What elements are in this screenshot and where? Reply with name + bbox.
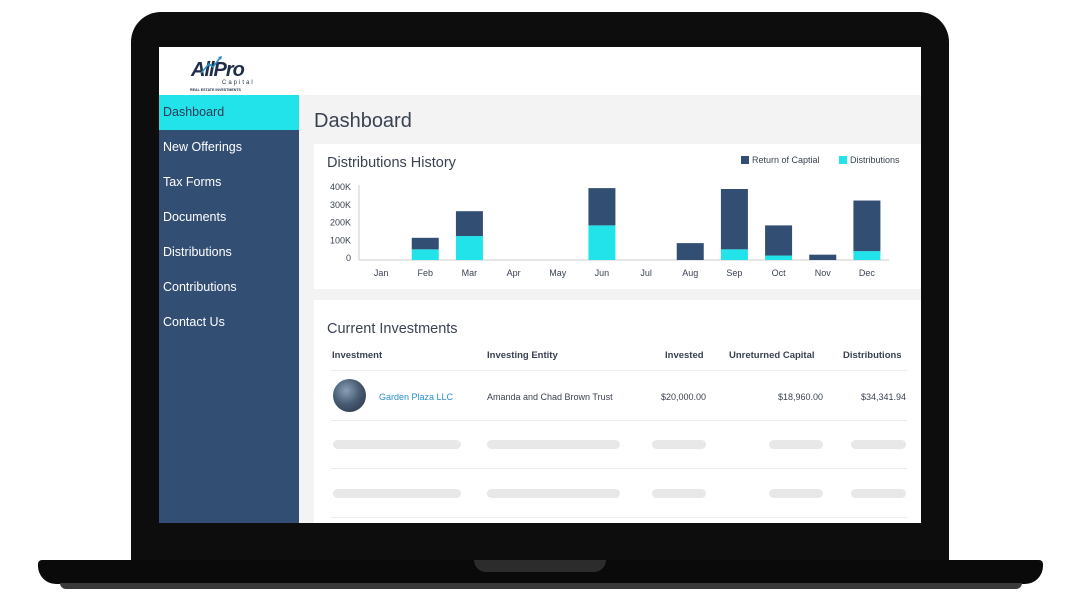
- table-divider: [331, 468, 907, 469]
- x-tick-label: Mar: [462, 268, 478, 278]
- sidebar-item-distributions[interactable]: Distributions: [163, 245, 232, 259]
- distributions-chart: 0 100K 200K 300K 400K Jan Feb Mar Apr May Jun Jul Au…: [330, 182, 889, 278]
- app-screen: AllPro Capital REAL ESTATE INVESTMENTS D…: [159, 47, 921, 523]
- skeleton-placeholder: [333, 489, 461, 498]
- bar-segment-distributions: [720, 249, 748, 260]
- y-tick-label: 400K: [330, 182, 351, 192]
- table-divider: [331, 420, 907, 421]
- laptop-notch: [474, 560, 606, 572]
- sidebar-item-new-offerings[interactable]: New Offerings: [163, 140, 242, 154]
- bar-segment-return-of-capital: [588, 188, 616, 226]
- y-tick-label: 300K: [330, 200, 351, 210]
- page-title: Dashboard: [314, 110, 412, 132]
- bar-segment-distributions: [588, 225, 616, 260]
- x-tick-label: Jan: [374, 268, 389, 278]
- top-bar: AllPro Capital REAL ESTATE INVESTMENTS: [159, 47, 921, 95]
- unreturned-capital-cell: $18,960.00: [778, 392, 824, 402]
- sidebar: Dashboard New Offerings Tax Forms Docume…: [159, 95, 299, 523]
- column-header-unreturned-capital[interactable]: Unreturned Capital: [729, 350, 815, 361]
- distributions-cell: $34,341.94: [861, 392, 907, 402]
- logo-arrow-head-icon: [218, 56, 222, 60]
- allpro-logo[interactable]: AllPro Capital REAL ESTATE INVESTMENTS: [187, 53, 257, 93]
- x-tick-label: May: [549, 268, 567, 278]
- bar-segment-return-of-capital: [455, 211, 483, 237]
- x-tick-label: Nov: [815, 268, 832, 278]
- bar-segment-distributions: [765, 255, 793, 260]
- bar-segment-distributions: [455, 236, 483, 260]
- x-tick-label: Dec: [859, 268, 876, 278]
- column-header-investing-entity[interactable]: Investing Entity: [487, 350, 558, 361]
- skeleton-placeholder: [652, 440, 706, 449]
- column-header-investment[interactable]: Investment: [332, 350, 383, 361]
- investment-link-garden-plaza[interactable]: Garden Plaza LLC: [379, 392, 454, 402]
- table-divider: [331, 370, 907, 371]
- sidebar-item-contact-us[interactable]: Contact Us: [163, 315, 225, 329]
- investing-entity-cell: Amanda and Chad Brown Trust: [487, 392, 613, 402]
- column-header-invested[interactable]: Invested: [665, 350, 704, 361]
- y-tick-label: 100K: [330, 235, 351, 245]
- logo-arrow-icon: [200, 57, 221, 74]
- laptop-base-shadow: [60, 583, 1022, 589]
- legend-return-of-capital: Return of Captial: [741, 155, 820, 165]
- investment-avatar: [333, 379, 366, 412]
- x-tick-label: Feb: [417, 268, 433, 278]
- bar-segment-return-of-capital: [676, 243, 704, 260]
- x-tick-label: Oct: [772, 268, 787, 278]
- x-tick-label: Jul: [640, 268, 652, 278]
- table-divider: [331, 517, 907, 518]
- bar-segment-distributions: [411, 249, 439, 260]
- legend-swatch-distributions: [839, 156, 847, 164]
- sidebar-item-dashboard[interactable]: Dashboard: [159, 95, 299, 130]
- skeleton-placeholder: [851, 489, 906, 498]
- skeleton-placeholder: [769, 489, 823, 498]
- x-tick-label: Aug: [682, 268, 698, 278]
- x-tick-label: Apr: [507, 268, 521, 278]
- skeleton-placeholder: [487, 440, 620, 449]
- x-tick-label: Sep: [726, 268, 742, 278]
- sidebar-item-documents[interactable]: Documents: [163, 210, 227, 224]
- bar-segment-distributions: [853, 251, 881, 260]
- skeleton-placeholder: [333, 440, 461, 449]
- skeleton-placeholder: [769, 440, 823, 449]
- y-tick-label: 0: [346, 253, 351, 263]
- distributions-history-title: Distributions History: [327, 155, 456, 171]
- current-investments-title: Current Investments: [327, 321, 458, 337]
- bar-segment-return-of-capital: [411, 237, 439, 250]
- x-tick-label: Jun: [595, 268, 610, 278]
- legend-return-label: Return of Captial: [752, 155, 820, 165]
- legend-distributions: Distributions: [839, 155, 900, 165]
- bar-segment-return-of-capital: [720, 189, 748, 250]
- logo-tagline: REAL ESTATE INVESTMENTS: [190, 88, 242, 92]
- sidebar-item-tax-forms[interactable]: Tax Forms: [163, 175, 222, 189]
- column-header-distributions[interactable]: Distributions: [843, 350, 902, 361]
- bar-segment-return-of-capital: [765, 225, 793, 256]
- bar-segment-return-of-capital: [809, 254, 837, 260]
- invested-cell: $20,000.00: [661, 392, 707, 402]
- legend-swatch-return: [741, 156, 749, 164]
- logo-sub-text: Capital: [222, 80, 255, 86]
- skeleton-placeholder: [487, 489, 620, 498]
- logo-main-text: AllPro: [190, 59, 245, 81]
- distributions-history-card: [314, 144, 921, 289]
- current-investments-card: [314, 300, 921, 523]
- sidebar-item-contributions[interactable]: Contributions: [163, 280, 237, 294]
- y-tick-label: 200K: [330, 218, 351, 228]
- legend-distributions-label: Distributions: [850, 155, 900, 165]
- skeleton-placeholder: [652, 489, 706, 498]
- bar-segment-return-of-capital: [853, 200, 881, 252]
- skeleton-placeholder: [851, 440, 906, 449]
